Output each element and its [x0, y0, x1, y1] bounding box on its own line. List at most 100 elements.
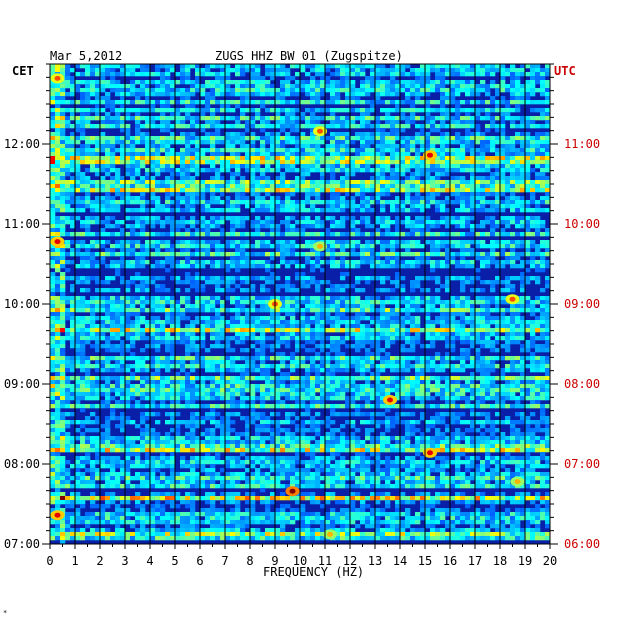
- spectrogram-cell: [535, 80, 541, 85]
- spectrogram-cell: [400, 276, 406, 281]
- spectrogram-cell: [545, 184, 551, 189]
- spectrogram-cell: [85, 72, 91, 77]
- spectrogram-cell: [150, 300, 156, 305]
- spectrogram-cell: [205, 104, 211, 109]
- spectrogram-cell: [410, 204, 416, 209]
- spectrogram-cell: [285, 84, 291, 89]
- spectrogram-cell: [455, 196, 461, 201]
- spectrogram-cell: [370, 140, 376, 145]
- spectrogram-cell: [330, 124, 336, 129]
- spectrogram-cell: [210, 316, 216, 321]
- spectrogram-cell: [250, 296, 256, 301]
- spectrogram-cell: [485, 112, 491, 117]
- spectrogram-cell: [435, 332, 441, 337]
- spectrogram-cell: [255, 76, 261, 81]
- spectrogram-cell: [380, 320, 386, 325]
- spectrogram-cell: [100, 156, 106, 161]
- spectrogram-cell: [445, 252, 451, 257]
- spectrogram-cell: [140, 152, 146, 157]
- spectrogram-cell: [255, 224, 261, 229]
- spectrogram-cell: [145, 324, 151, 329]
- spectrogram-cell: [265, 108, 271, 113]
- spectrogram-cell: [510, 164, 516, 169]
- spectrogram-cell: [75, 80, 81, 85]
- spectrogram-cell: [440, 244, 446, 249]
- spectrogram-cell: [220, 108, 226, 113]
- spectrogram-cell: [490, 256, 496, 261]
- spectrogram-cell: [465, 72, 471, 77]
- spectrogram-cell: [380, 244, 386, 249]
- spectrogram-cell: [250, 200, 256, 205]
- spectrogram-cell: [535, 156, 541, 161]
- spectrogram-cell: [390, 208, 396, 213]
- spectrogram-cell: [180, 328, 186, 333]
- spectrogram-cell: [460, 164, 466, 169]
- spectrogram-cell: [280, 296, 286, 301]
- spectrogram-cell: [405, 216, 411, 221]
- spectrogram-cell: [240, 296, 246, 301]
- spectrogram-cell: [450, 316, 456, 321]
- spectrogram-cell: [50, 248, 56, 253]
- spectrogram-cell: [275, 164, 281, 169]
- spectrogram-cell: [485, 296, 491, 301]
- spectrogram-cell: [165, 196, 171, 201]
- spectrogram-cell: [285, 232, 291, 237]
- spectrogram-cell: [245, 160, 251, 165]
- spectrogram-cell: [465, 332, 471, 337]
- spectrogram-cell: [525, 140, 531, 145]
- spectrogram-cell: [110, 180, 116, 185]
- spectrogram-cell: [490, 228, 496, 233]
- spectrogram-cell: [225, 64, 231, 69]
- spectrogram-cell: [330, 284, 336, 289]
- spectrogram-cell: [280, 304, 286, 309]
- spectrogram-cell: [150, 324, 156, 329]
- spectrogram-cell: [465, 68, 471, 73]
- spectrogram-cell: [170, 188, 176, 193]
- spectrogram-cell: [75, 200, 81, 205]
- spectrogram-cell: [525, 156, 531, 161]
- spectrogram-cell: [310, 132, 316, 137]
- spectrogram-cell: [475, 92, 481, 97]
- spectrogram-cell: [375, 80, 381, 85]
- spectrogram-cell: [450, 240, 456, 245]
- spectrogram-cell: [130, 228, 136, 233]
- spectrogram-cell: [265, 316, 271, 321]
- spectrogram-cell: [280, 100, 286, 105]
- spectrogram-cell: [320, 84, 326, 89]
- spectrogram-cell: [430, 148, 436, 153]
- spectrogram-cell: [370, 260, 376, 265]
- spectrogram-cell: [305, 304, 311, 309]
- spectrogram-cell: [390, 312, 396, 317]
- spectrogram-cell: [330, 144, 336, 149]
- spectrogram-cell: [390, 308, 396, 313]
- spectrogram-cell: [525, 228, 531, 233]
- spectrogram-cell: [535, 300, 541, 305]
- spectrogram-cell: [135, 160, 141, 165]
- spectrogram-cell: [495, 328, 501, 333]
- spectrogram-cell: [435, 244, 441, 249]
- spectrogram-cell: [525, 168, 531, 173]
- spectrogram-cell: [305, 84, 311, 89]
- spectrogram-cell: [245, 184, 251, 189]
- spectrogram-cell: [245, 328, 251, 333]
- spectrogram-cell: [225, 296, 231, 301]
- spectrogram-cell: [510, 68, 516, 73]
- spectrogram-cell: [450, 108, 456, 113]
- spectrogram-cell: [240, 188, 246, 193]
- spectrogram-cell: [150, 116, 156, 121]
- spectrogram-cell: [415, 228, 421, 233]
- spectrogram-cell: [370, 224, 376, 229]
- spectrogram-cell: [345, 148, 351, 153]
- spectrogram-cell: [530, 224, 536, 229]
- spectrogram-cell: [470, 156, 476, 161]
- spectrogram-cell: [525, 328, 531, 333]
- spectrogram-cell: [205, 328, 211, 333]
- spectrogram-cell: [175, 260, 181, 265]
- spectrogram-cell: [130, 148, 136, 153]
- spectrogram-cell: [195, 140, 201, 145]
- spectrogram-cell: [335, 188, 341, 193]
- spectrogram-cell: [255, 180, 261, 185]
- spectrogram-cell: [85, 320, 91, 325]
- spectrogram-cell: [300, 224, 306, 229]
- spectrogram-cell: [365, 216, 371, 221]
